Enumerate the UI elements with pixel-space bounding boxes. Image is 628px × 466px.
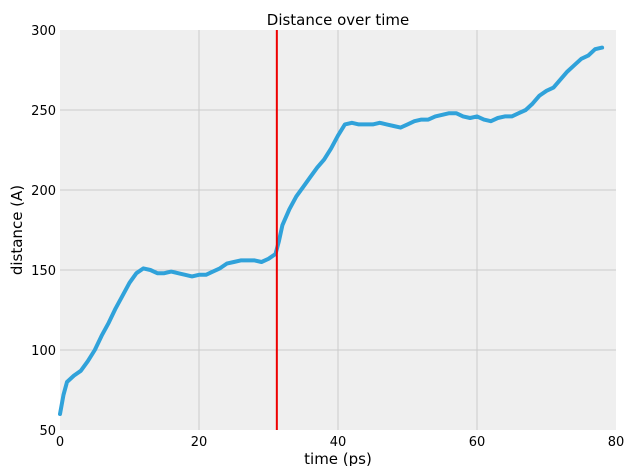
y-tick-label: 150 — [31, 264, 56, 279]
y-tick-label: 250 — [31, 104, 56, 119]
y-tick-label: 300 — [31, 24, 56, 39]
x-axis-ticks: 0 20 40 60 80 — [56, 435, 624, 450]
series-line-distance — [58, 45, 605, 416]
y-axis-title: distance (A) — [8, 185, 26, 275]
x-tick-label: 80 — [608, 435, 625, 450]
y-tick-label: 50 — [39, 424, 56, 439]
x-axis-title: time (ps) — [304, 450, 372, 466]
chart-title: Distance over time — [267, 11, 409, 29]
y-tick-label: 100 — [31, 344, 56, 359]
x-tick-label: 20 — [191, 435, 208, 450]
y-tick-label: 200 — [31, 184, 56, 199]
y-axis-ticks: 50 100 150 200 250 300 — [31, 24, 56, 439]
x-tick-label: 0 — [56, 435, 64, 450]
x-tick-label: 40 — [330, 435, 347, 450]
x-tick-label: 60 — [469, 435, 486, 450]
